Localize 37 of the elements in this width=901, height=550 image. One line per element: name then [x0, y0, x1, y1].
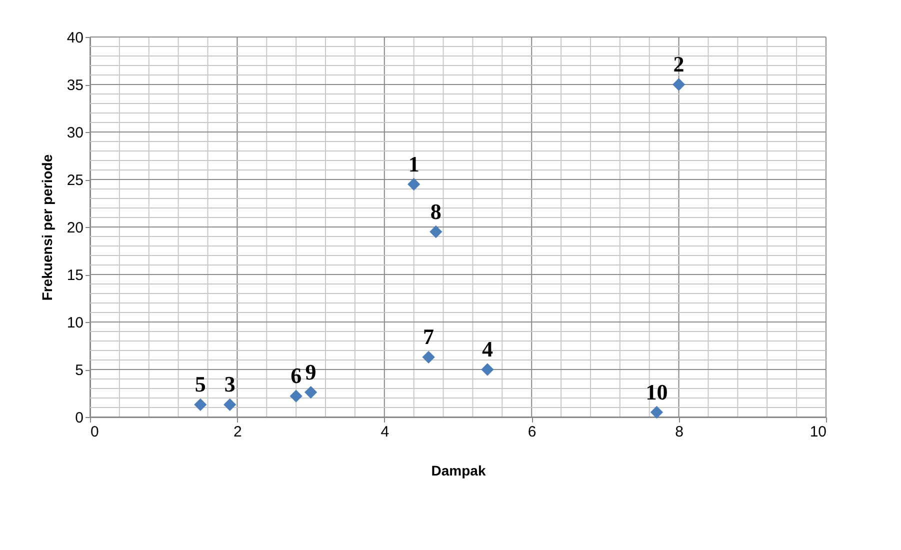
annotation: 3 [224, 372, 236, 397]
y-tick-label: 40 [66, 30, 84, 46]
y-tick-label: 10 [66, 314, 84, 332]
x-axis-title: Dampak [431, 462, 486, 478]
annotation: 9 [305, 359, 316, 384]
annotation: 10 [646, 379, 668, 404]
y-tick-label: 5 [75, 362, 84, 379]
point [408, 178, 420, 191]
point [290, 390, 302, 402]
y-tick-label: 35 [66, 77, 84, 94]
y-tick-label: 15 [66, 267, 84, 284]
annotation: 1 [408, 151, 420, 176]
annotation: 4 [482, 336, 493, 362]
point [194, 398, 207, 411]
y-axis-title: Frekuensi per periode [38, 154, 55, 301]
point [672, 78, 686, 91]
y-tick-label: 0 [75, 410, 84, 426]
x-tick-label: 10 [810, 424, 826, 440]
y-tick-label: 20 [66, 220, 84, 236]
x-tick-label: 0 [90, 424, 99, 440]
point [224, 398, 236, 411]
x-tick-label: 4 [380, 424, 390, 440]
point [422, 350, 435, 364]
y-tick-label: 25 [66, 172, 84, 189]
annotation: 5 [194, 372, 206, 397]
point [650, 406, 664, 419]
point [481, 363, 494, 376]
annotation: 6 [290, 363, 302, 388]
annotation: 7 [423, 324, 434, 350]
point [430, 225, 442, 238]
annotation: 8 [430, 198, 442, 224]
x-tick-label: 8 [675, 424, 684, 440]
x-tick-label: 2 [234, 424, 242, 440]
x-tick-label: 6 [528, 424, 536, 440]
annotation: 2 [673, 52, 684, 76]
y-tick-label: 30 [66, 124, 84, 142]
point [304, 386, 318, 399]
